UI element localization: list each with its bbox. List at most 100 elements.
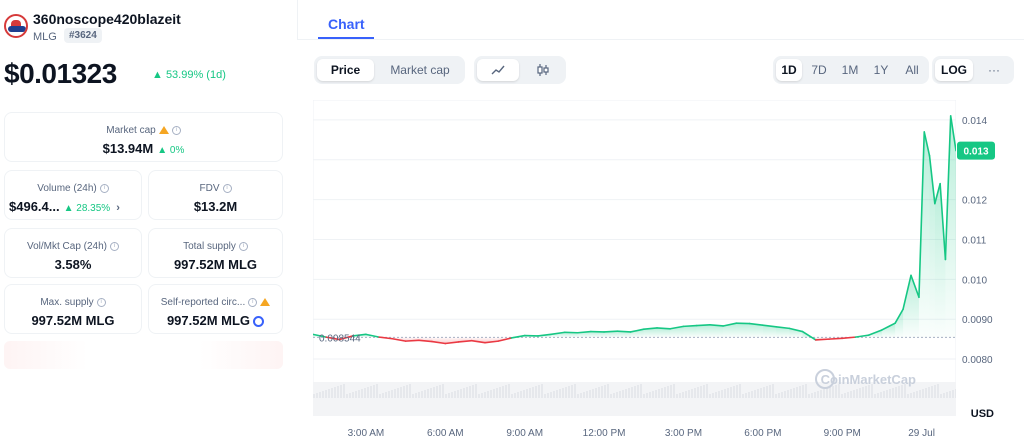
volume-bar [685,391,687,398]
info-icon[interactable]: i [99,183,109,193]
volume-bar [928,387,930,398]
volume-bar [793,388,795,398]
area-segment [895,309,904,338]
area-segment [911,275,919,338]
log-scale-button[interactable]: LOG [935,59,973,81]
chart-fill [313,115,956,344]
faded-row [4,341,283,369]
price-button[interactable]: Price [317,59,374,81]
volume-bar [871,384,873,398]
area-segment [950,115,956,338]
volume-bar [643,394,645,398]
max-supply-card[interactable]: Max. supply i 997.52M MLG [4,284,142,334]
volume-bar [814,392,816,398]
volume-bar [856,389,858,398]
vol-mkt-cap-label: Vol/Mkt Cap (24h) [26,241,108,252]
volume-bar [346,394,348,398]
price-line-segment [378,336,394,340]
tab-chart[interactable]: Chart [328,16,365,32]
volume-bar [838,384,840,398]
area-segment [881,323,896,338]
info-icon[interactable]: i [171,125,181,135]
volume-bar [748,392,750,398]
fdv-value: $13.2M [193,199,238,214]
volume-bar [706,384,708,398]
y-tick-label: 0.0090 [962,315,993,326]
chart-lines [313,115,956,345]
warning-icon [260,298,271,307]
area-segment [590,331,605,338]
price-chart[interactable]: 0.008544 CoinMarketCap [313,100,956,416]
area-segment [471,337,485,343]
area-segment [630,329,644,338]
market-cap-card[interactable]: Market cap i $13.94M ▲ 0% [4,112,283,162]
volume-bar [655,390,657,398]
self-reported-circ-card[interactable]: Self-reported circ... i 997.52M MLG [148,284,283,334]
volume-bar [754,390,756,398]
volume-bar [883,391,885,398]
volume-bar [472,385,474,398]
info-icon[interactable]: i [248,297,258,307]
volume-bar [544,394,546,398]
candlestick-icon [537,64,549,76]
panel-divider [297,0,298,40]
volume-bar [391,390,393,398]
volume-bar [574,384,576,398]
volume-bar [460,389,462,398]
volume-card[interactable]: Volume (24h) i $496.4... ▲ 28.35% › [4,170,142,220]
volume-bar [826,388,828,398]
range-all-button[interactable]: All [905,63,919,77]
volume-label: Volume (24h) [37,183,97,194]
volume-bar [436,386,438,398]
price-line-segment [867,329,883,336]
volume-bar [565,387,567,398]
info-icon[interactable]: i [238,241,248,251]
volume-bar [658,389,660,398]
info-icon[interactable]: i [110,241,120,251]
total-supply-card[interactable]: Total supply i 997.52M MLG [148,228,283,278]
volume-bar [760,388,762,398]
range-7d-button[interactable]: 7D [811,63,827,77]
volume-bar [364,388,366,398]
volume-bar [925,388,927,398]
volume-bar [721,390,723,398]
area-segment [940,183,946,338]
vol-mkt-cap-card[interactable]: Vol/Mkt Cap (24h) i 3.58% [4,228,142,278]
volume-bar [712,393,714,398]
chevron-right-icon[interactable]: › [116,202,120,214]
volume-bar [433,387,435,398]
volume-bar [787,390,789,398]
volume-bar [733,386,735,398]
volume-bar [445,394,447,398]
area-segment [762,325,777,338]
range-1m-button[interactable]: 1M [841,63,859,77]
volume-bar [481,393,483,398]
volume-bar [916,391,918,398]
volume-bar [841,394,843,398]
volume-bar [859,388,861,398]
volume-bar [568,386,570,398]
volume-bar [598,387,600,398]
volume-bar [853,390,855,398]
price-line-segment [338,335,354,341]
price-line-segment [656,327,672,330]
volume-bar [505,385,507,398]
fdv-card[interactable]: FDV i $13.2M [148,170,283,220]
info-icon[interactable]: i [96,297,106,307]
y-tick-label: 0.011 [962,235,987,246]
price-line-segment [709,323,724,327]
market-cap-button[interactable]: Market cap [390,63,450,77]
max-supply-value: 997.52M MLG [31,313,115,328]
info-icon[interactable]: i [222,183,232,193]
coin-name: 360noscope420blazeit [33,11,181,27]
price-change-1d: ▲ 53.99% (1d) [152,69,226,81]
volume-bar [757,389,759,398]
more-options-button[interactable]: ··· [988,63,1000,77]
range-1d-button[interactable]: 1D [776,59,802,81]
candlestick-button[interactable] [522,59,564,81]
line-chart-button[interactable] [477,59,519,81]
volume-bar [667,386,669,398]
price-line-segment [934,182,941,205]
range-1y-button[interactable]: 1Y [873,63,889,77]
